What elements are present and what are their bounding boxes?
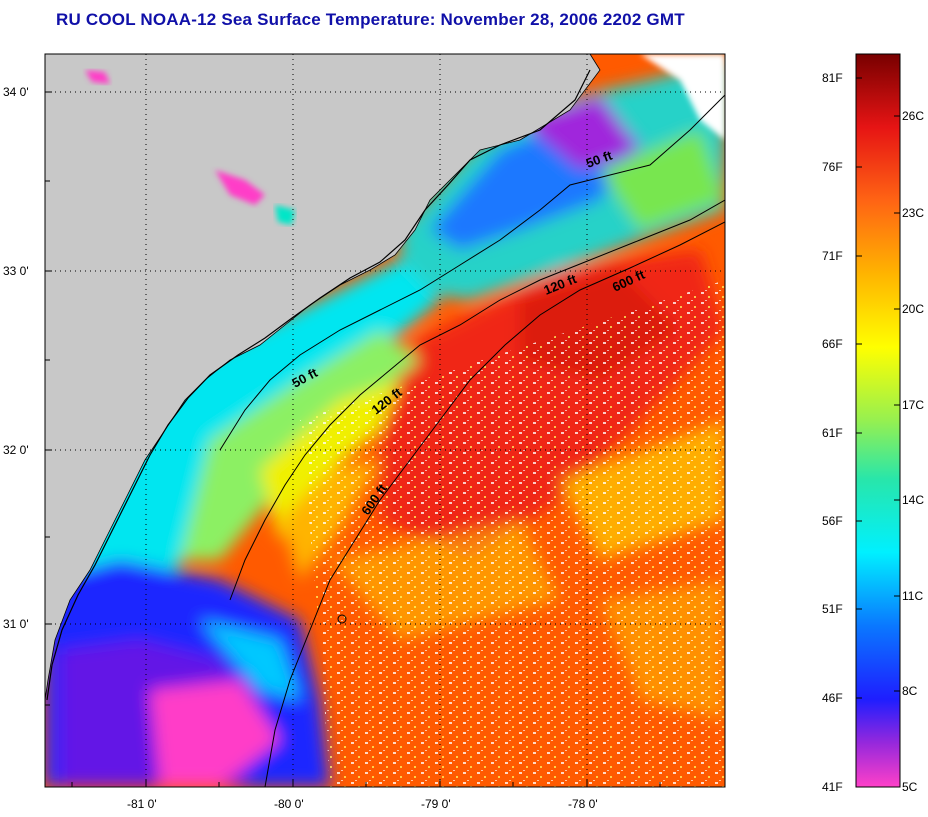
colorbar-f-label: 41F (822, 780, 843, 794)
colorbar-c-label: 23C (902, 206, 925, 220)
colorbar-c-label: 5C (902, 780, 918, 794)
lat-label-31: 31 0' (3, 617, 29, 631)
lon-label-78: -78 0' (568, 797, 598, 811)
colorbar-f-label: 51F (822, 602, 843, 616)
colorbar-c-label: 20C (902, 302, 925, 316)
graticule (45, 54, 725, 787)
buoy-marker (337, 614, 347, 624)
colorbar-c-label: 14C (902, 493, 925, 507)
coastline (46, 69, 591, 701)
isobath-120ft (229, 199, 725, 601)
colorbar-f-label: 81F (822, 71, 843, 85)
colorbar-f-label: 76F (822, 160, 843, 174)
colorbar-f-label: 66F (822, 337, 843, 351)
sst-plot-area (45, 54, 725, 787)
lon-label-80: -80 0' (274, 797, 304, 811)
lat-label-32: 32 0' (3, 443, 29, 457)
colorbar (855, 53, 901, 788)
plot-frame (44, 53, 726, 788)
chart-title: RU COOL NOAA-12 Sea Surface Temperature:… (56, 10, 685, 29)
cloud-contamination (300, 280, 725, 787)
colorbar-ticks (856, 77, 900, 699)
colorbar-f-label: 61F (822, 426, 843, 440)
lon-label-81: -81 0' (127, 797, 157, 811)
lon-label-79: -79 0' (421, 797, 451, 811)
colorbar-c-label: 8C (902, 684, 918, 698)
isobath-600ft (264, 221, 725, 787)
colorbar-f-label: 46F (822, 691, 843, 705)
colorbar-f-label: 56F (822, 514, 843, 528)
colorbar-f-label: 71F (822, 249, 843, 263)
lat-label-34: 34 0' (3, 85, 29, 99)
axis-ticks (45, 91, 661, 787)
colorbar-c-label: 26C (902, 109, 925, 123)
isobath-50ft (219, 94, 725, 451)
colorbar-c-label: 11C (902, 589, 924, 603)
lat-label-33: 33 0' (3, 264, 29, 278)
colorbar-c-label: 17C (902, 398, 925, 412)
